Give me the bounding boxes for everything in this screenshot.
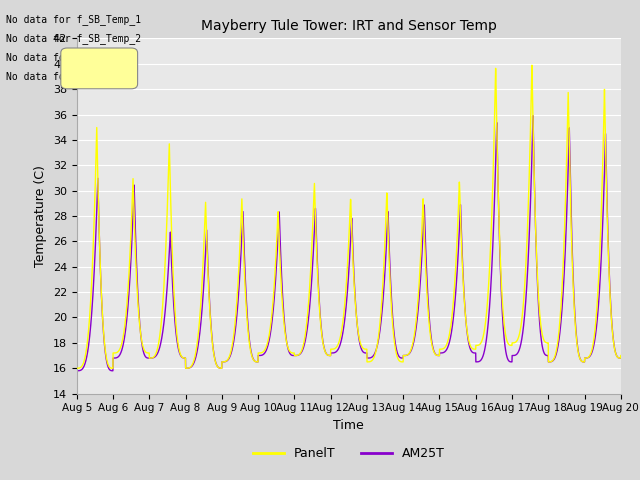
Text: MB_Tule: MB_Tule [79, 71, 120, 81]
Legend: PanelT, AM25T: PanelT, AM25T [248, 443, 450, 466]
PanelT [305, 294, 313, 300]
AM25T [617, 355, 625, 361]
AM25T [529, 113, 537, 119]
Line: AM25T: AM25T [77, 116, 621, 371]
Y-axis label: Temperature (C): Temperature (C) [35, 165, 47, 267]
AM25T [167, 249, 175, 255]
AM25T [73, 368, 81, 373]
Title: Mayberry Tule Tower: IRT and Sensor Temp: Mayberry Tule Tower: IRT and Sensor Temp [201, 19, 497, 33]
PanelT [282, 332, 289, 338]
PanelT [73, 365, 81, 371]
PanelT [607, 297, 614, 303]
AM25T [135, 308, 143, 314]
AM25T [607, 294, 614, 300]
PanelT [167, 214, 175, 219]
AM25T [305, 311, 313, 317]
PanelT [528, 62, 536, 68]
AM25T [548, 359, 556, 364]
PanelT [135, 313, 143, 319]
Line: PanelT: PanelT [77, 65, 621, 368]
Text: Temp_1: Temp_1 [82, 59, 116, 68]
Text: No data for f_Temp_1: No data for f_Temp_1 [6, 52, 124, 63]
PanelT [617, 353, 625, 359]
AM25T [282, 330, 289, 336]
Text: No data for f_SB_Temp_2: No data for f_SB_Temp_2 [6, 33, 141, 44]
Text: No data for f_SB_Temp_1: No data for f_SB_Temp_1 [6, 13, 141, 24]
Text: No data for f_Temp_2: No data for f_Temp_2 [6, 71, 124, 82]
PanelT [548, 359, 556, 364]
X-axis label: Time: Time [333, 419, 364, 432]
